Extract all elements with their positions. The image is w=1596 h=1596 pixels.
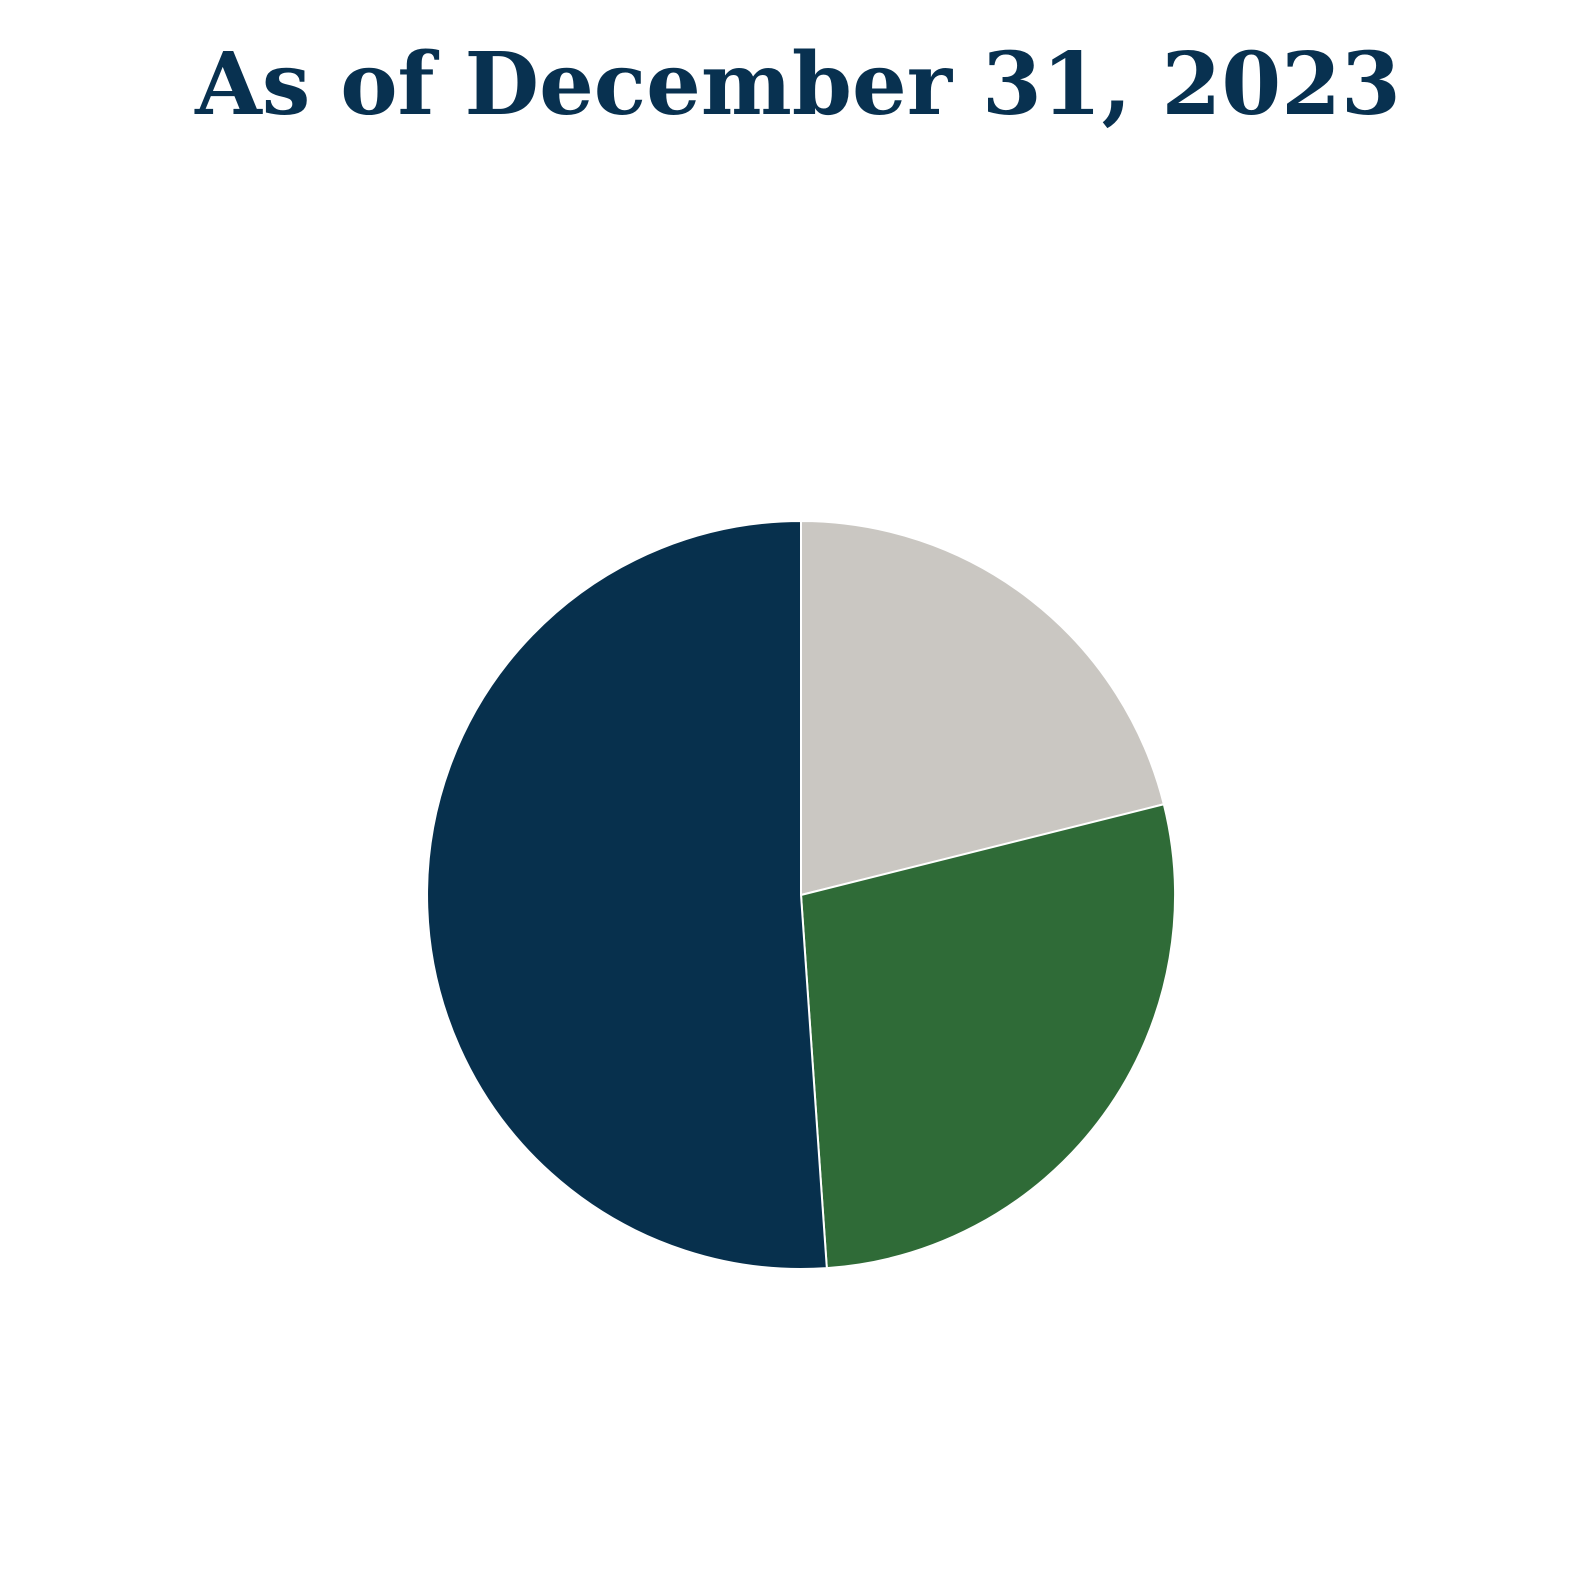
chart-title: As of December 31, 2023 bbox=[195, 34, 1401, 135]
pie-slice-2 bbox=[800, 803, 1176, 1270]
pie-slice-3 bbox=[426, 520, 828, 1270]
pie-slice-1 bbox=[800, 520, 1165, 896]
pie-slices bbox=[426, 520, 1176, 1270]
